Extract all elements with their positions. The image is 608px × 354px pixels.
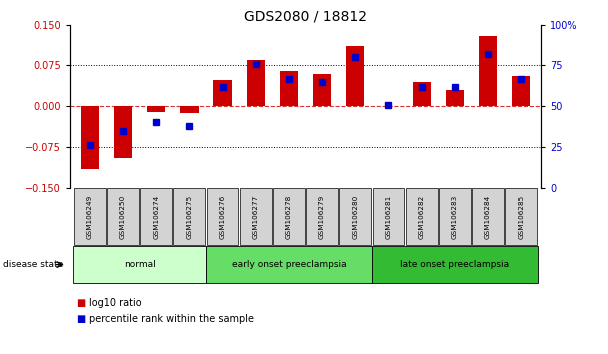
FancyBboxPatch shape bbox=[439, 188, 471, 245]
FancyBboxPatch shape bbox=[240, 188, 272, 245]
Text: GSM106249: GSM106249 bbox=[87, 195, 93, 239]
Bar bbox=[81, 106, 99, 169]
Text: late onset preeclampsia: late onset preeclampsia bbox=[400, 260, 510, 269]
FancyBboxPatch shape bbox=[306, 188, 338, 245]
Text: normal: normal bbox=[124, 260, 156, 269]
Text: disease state: disease state bbox=[3, 260, 63, 269]
Text: log10 ratio: log10 ratio bbox=[89, 298, 142, 308]
FancyBboxPatch shape bbox=[372, 246, 538, 283]
Bar bbox=[213, 80, 232, 106]
FancyBboxPatch shape bbox=[173, 188, 206, 245]
Text: GSM106276: GSM106276 bbox=[219, 195, 226, 239]
FancyBboxPatch shape bbox=[373, 188, 404, 245]
Bar bbox=[247, 60, 265, 106]
Text: GSM106278: GSM106278 bbox=[286, 195, 292, 239]
FancyBboxPatch shape bbox=[206, 246, 372, 283]
FancyBboxPatch shape bbox=[107, 188, 139, 245]
FancyBboxPatch shape bbox=[73, 246, 206, 283]
Bar bbox=[280, 71, 298, 106]
Text: GSM106280: GSM106280 bbox=[352, 195, 358, 239]
Text: GSM106281: GSM106281 bbox=[385, 195, 392, 239]
Text: ■: ■ bbox=[76, 314, 85, 324]
Text: ■: ■ bbox=[76, 298, 85, 308]
Bar bbox=[147, 106, 165, 112]
Text: GSM106275: GSM106275 bbox=[187, 195, 192, 239]
FancyBboxPatch shape bbox=[207, 188, 238, 245]
Text: GSM106279: GSM106279 bbox=[319, 195, 325, 239]
Title: GDS2080 / 18812: GDS2080 / 18812 bbox=[244, 10, 367, 24]
Bar bbox=[114, 106, 132, 158]
FancyBboxPatch shape bbox=[472, 188, 504, 245]
Text: GSM106283: GSM106283 bbox=[452, 195, 458, 239]
Text: GSM106285: GSM106285 bbox=[518, 195, 524, 239]
Text: GSM106277: GSM106277 bbox=[253, 195, 259, 239]
Bar bbox=[512, 76, 530, 106]
FancyBboxPatch shape bbox=[505, 188, 537, 245]
Text: early onset preeclampsia: early onset preeclampsia bbox=[232, 260, 346, 269]
FancyBboxPatch shape bbox=[406, 188, 438, 245]
Text: GSM106250: GSM106250 bbox=[120, 195, 126, 239]
Bar bbox=[446, 90, 464, 106]
Bar bbox=[180, 106, 198, 113]
Bar bbox=[479, 36, 497, 106]
FancyBboxPatch shape bbox=[339, 188, 371, 245]
Bar bbox=[346, 46, 364, 106]
Bar bbox=[313, 74, 331, 106]
FancyBboxPatch shape bbox=[74, 188, 106, 245]
Text: GSM106282: GSM106282 bbox=[419, 195, 424, 239]
Text: GSM106274: GSM106274 bbox=[153, 195, 159, 239]
FancyBboxPatch shape bbox=[273, 188, 305, 245]
Bar bbox=[413, 82, 431, 106]
Text: percentile rank within the sample: percentile rank within the sample bbox=[89, 314, 254, 324]
FancyBboxPatch shape bbox=[140, 188, 172, 245]
Text: GSM106284: GSM106284 bbox=[485, 195, 491, 239]
